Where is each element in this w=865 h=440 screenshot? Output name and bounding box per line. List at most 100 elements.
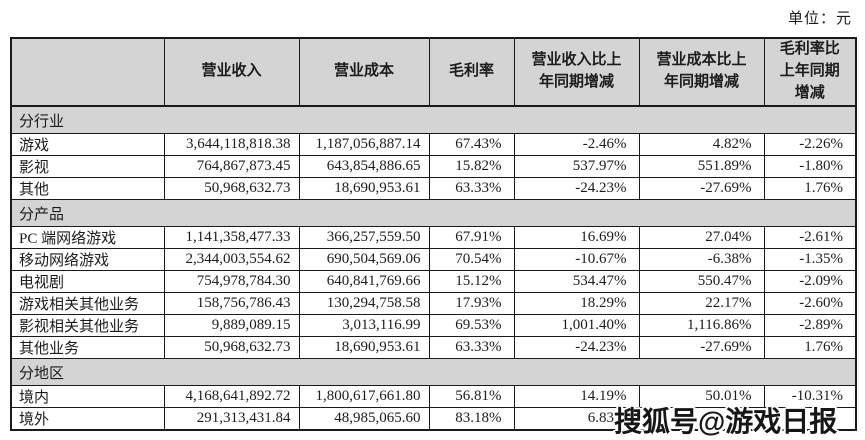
section-header-row: 分地区	[10, 358, 857, 386]
header-row: 营业收入 营业成本 毛利率 营业收入比上 年同期增减 营业成本比上 年同期增减 …	[10, 37, 857, 107]
table-cell: 15.12%	[428, 270, 515, 293]
table-cell: -27.69%	[638, 177, 765, 200]
table-cell: 56.81%	[428, 385, 515, 408]
table-cell: 1.76%	[763, 336, 857, 359]
col-header-revenue-yoy: 营业收入比上 年同期增减	[513, 37, 640, 107]
col-header-revenue: 营业收入	[163, 37, 300, 107]
section-header-row: 分行业	[10, 105, 857, 134]
table-cell: 27.04%	[638, 226, 765, 249]
section-title: 分产品	[10, 199, 857, 227]
table-cell: 63.33%	[428, 177, 515, 200]
table-cell: 551.89%	[638, 155, 765, 178]
table-cell	[763, 407, 857, 431]
row-label: 其他	[10, 177, 165, 200]
table-cell: 48,985,065.60	[298, 407, 430, 431]
table-cell: 537.97%	[513, 155, 640, 178]
table-row: 其他业务 50,968,632.73 18,690,953.61 63.33% -24.…	[10, 336, 857, 359]
table-cell: 3,644,118,818.38	[163, 133, 300, 156]
table-row: 境外 291,313,431.84 48,985,065.60 83.18% 6.83%…	[10, 407, 857, 431]
table-cell: 83.18%	[428, 407, 515, 431]
table-cell: 50.01%	[638, 385, 765, 408]
table-cell: 9,889,089.15	[163, 314, 300, 337]
table-cell: 291,313,431.84	[163, 407, 300, 431]
table-cell: -24.23%	[513, 177, 640, 200]
table-row: 游戏相关其他业务 158,756,786.43 130,294,758.58 17.9…	[10, 292, 857, 315]
row-label: PC 端网络游戏	[10, 226, 165, 249]
table-cell: -1	[638, 407, 765, 431]
section-title: 分地区	[10, 358, 857, 386]
table-cell: 690,504,569.06	[298, 248, 430, 271]
table-cell: -24.23%	[513, 336, 640, 359]
table-cell: 3,013,116.99	[298, 314, 430, 337]
table-cell: 754,978,784.30	[163, 270, 300, 293]
unit-label: 单位：元	[787, 11, 852, 27]
table-cell: 1,116.86%	[638, 314, 765, 337]
col-header-blank	[10, 37, 165, 107]
table-cell: -2.89%	[763, 314, 857, 337]
table-cell: 18,690,953.61	[298, 177, 430, 200]
table-cell: 643,854,886.65	[298, 155, 430, 178]
table-cell: 69.53%	[428, 314, 515, 337]
table-cell: -2.09%	[763, 270, 857, 293]
col-header-cost-yoy: 营业成本比上 年同期增减	[638, 37, 765, 107]
table-cell: 50,968,632.73	[163, 336, 300, 359]
table-cell: 18.29%	[513, 292, 640, 315]
table-cell: 17.93%	[428, 292, 515, 315]
row-label: 移动网络游戏	[10, 248, 165, 271]
table-row: 境内 4,168,641,892.72 1,800,617,661.80 56.81%…	[10, 385, 857, 408]
row-label: 游戏	[10, 133, 165, 156]
table-cell: 1.76%	[763, 177, 857, 200]
table-cell: 70.54%	[428, 248, 515, 271]
table-cell: -2.60%	[763, 292, 857, 315]
table-cell: 50,968,632.73	[163, 177, 300, 200]
table-cell: 22.17%	[638, 292, 765, 315]
table-cell: 14.19%	[513, 385, 640, 408]
col-header-gross-margin: 毛利率	[428, 37, 515, 107]
table-cell: 2,344,003,554.62	[163, 248, 300, 271]
table-row: 影视 764,867,873.45 643,854,886.65 15.82% 537.…	[10, 155, 857, 178]
table-cell: 16.69%	[513, 226, 640, 249]
section-title: 分行业	[10, 105, 857, 134]
table-cell: -10.67%	[513, 248, 640, 271]
table-cell: 1,187,056,887.14	[298, 133, 430, 156]
table-cell: 67.91%	[428, 226, 515, 249]
row-label: 境内	[10, 385, 165, 408]
table-row: 电视剧 754,978,784.30 640,841,769.66 15.12% 534…	[10, 270, 857, 293]
table-cell: -10.31%	[763, 385, 857, 408]
table-cell: -2.26%	[763, 133, 857, 156]
watermark: 搜狐号@游戏日报	[614, 406, 838, 437]
table-row: 其他 50,968,632.73 18,690,953.61 63.33% -24.23…	[10, 177, 857, 200]
table-cell: 158,756,786.43	[163, 292, 300, 315]
row-label: 电视剧	[10, 270, 165, 293]
table-cell: 4.82%	[638, 133, 765, 156]
table-cell: -2.46%	[513, 133, 640, 156]
table-cell: 534.47%	[513, 270, 640, 293]
col-header-margin-yoy: 毛利率比 上年同期 增减	[763, 37, 857, 107]
row-label: 影视相关其他业务	[10, 314, 165, 337]
table-cell: 18,690,953.61	[298, 336, 430, 359]
table-cell: 15.82%	[428, 155, 515, 178]
table-row: 移动网络游戏 2,344,003,554.62 690,504,569.06 70.5…	[10, 248, 857, 271]
table-cell: 1,141,358,477.33	[163, 226, 300, 249]
table-cell: -1.35%	[763, 248, 857, 271]
table-cell: 63.33%	[428, 336, 515, 359]
table-cell: 130,294,758.58	[298, 292, 430, 315]
table-row: PC 端网络游戏 1,141,358,477.33 366,257,559.50 67…	[10, 226, 857, 249]
table-cell: 6.83%	[513, 407, 640, 431]
table-row: 影视相关其他业务 9,889,089.15 3,013,116.99 69.53% 1,…	[10, 314, 857, 337]
table-cell: 1,800,617,661.80	[298, 385, 430, 408]
section-header-row: 分产品	[10, 199, 857, 227]
table-cell: 640,841,769.66	[298, 270, 430, 293]
table-row: 游戏 3,644,118,818.38 1,187,056,887.14 67.43%…	[10, 133, 857, 156]
col-header-cost: 营业成本	[298, 37, 430, 107]
table-cell: 4,168,641,892.72	[163, 385, 300, 408]
row-label: 其他业务	[10, 336, 165, 359]
table-cell: 550.47%	[638, 270, 765, 293]
table-cell: -2.61%	[763, 226, 857, 249]
table-cell: 67.43%	[428, 133, 515, 156]
table-cell: -27.69%	[638, 336, 765, 359]
row-label: 影视	[10, 155, 165, 178]
table-cell: 1,001.40%	[513, 314, 640, 337]
table-cell: -1.80%	[763, 155, 857, 178]
segment-performance-table: 营业收入 营业成本 毛利率 营业收入比上 年同期增减 营业成本比上 年同期增减 …	[10, 37, 857, 431]
